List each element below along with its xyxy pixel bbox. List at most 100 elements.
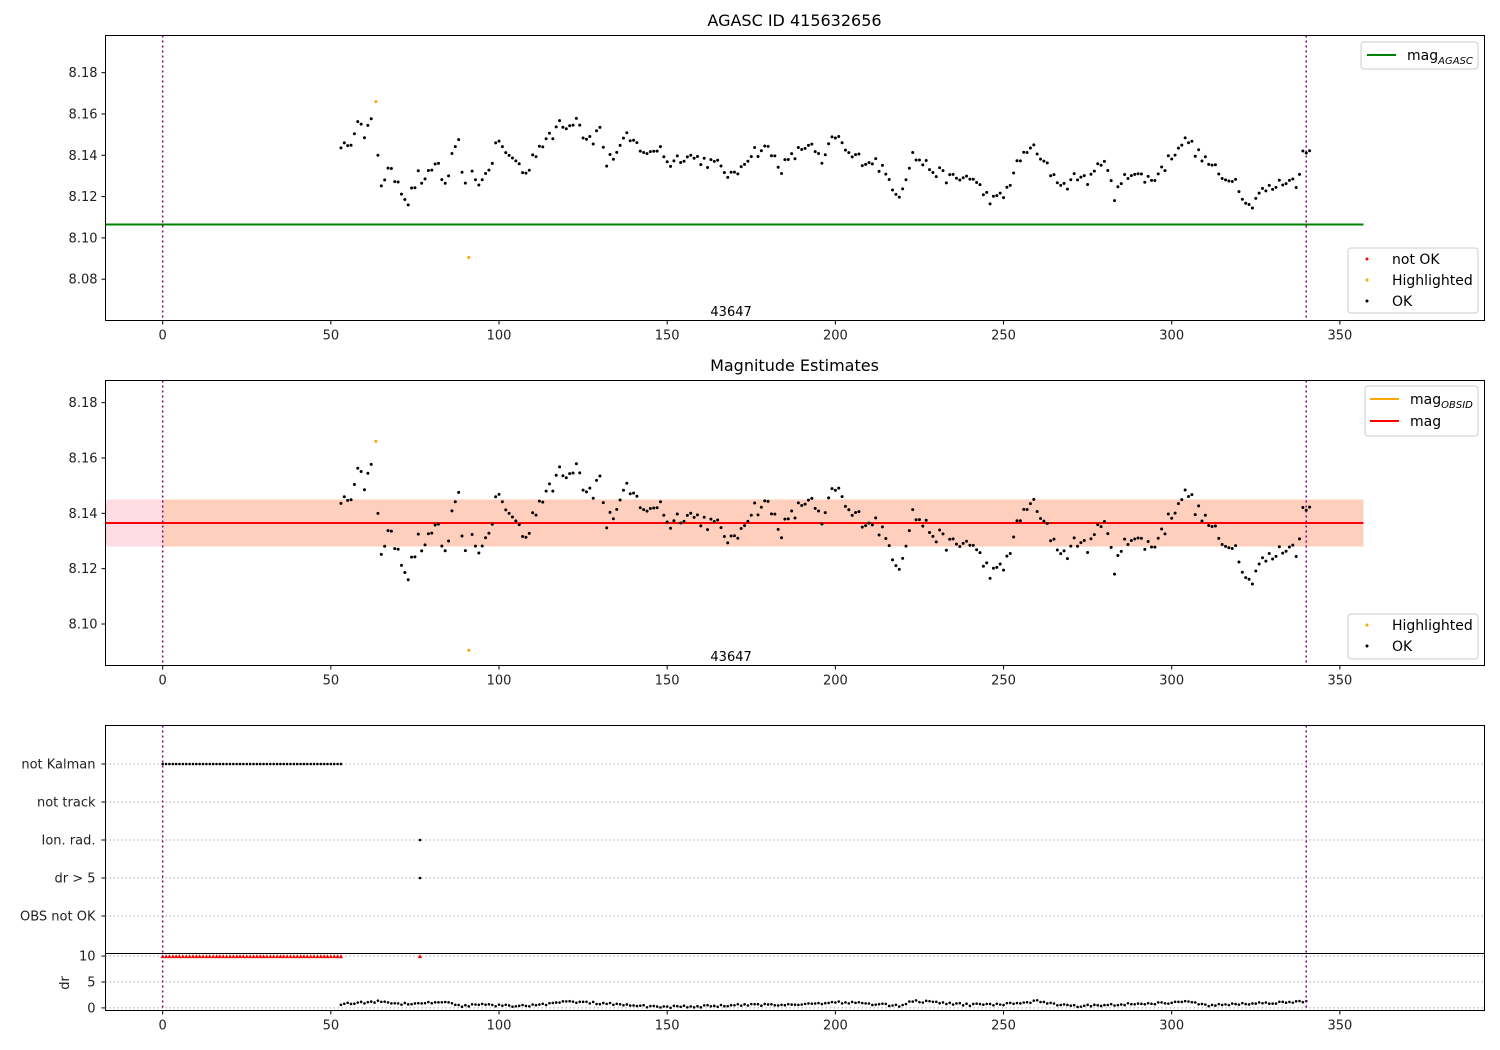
ok-point [877, 169, 881, 173]
ok-point [1261, 556, 1265, 560]
dr-point [1012, 1002, 1015, 1006]
dr-capped-marker [315, 954, 320, 959]
dr-point [356, 1001, 360, 1004]
dr-point [988, 1002, 992, 1006]
ok-point [1052, 173, 1056, 177]
dr-point [376, 999, 380, 1002]
dr-point [638, 1004, 642, 1007]
ok-point [1035, 152, 1039, 156]
ok-point [339, 501, 343, 505]
ok-point [386, 529, 390, 533]
dr-point [696, 1004, 699, 1008]
dr-point [823, 1001, 827, 1005]
ok-point [1126, 177, 1130, 181]
dr-point [1294, 1000, 1298, 1003]
dr-point [1109, 1002, 1113, 1006]
x-tick-label: 50 [323, 674, 340, 689]
dr-capped-marker [217, 954, 222, 959]
highlighted-point [467, 648, 471, 652]
dr-point [470, 1002, 474, 1006]
dr-point [790, 1003, 793, 1006]
ok-point [1116, 185, 1120, 189]
ok-point [625, 481, 629, 485]
dr-point [1207, 1004, 1210, 1008]
dr-point [800, 1003, 804, 1006]
ok-point [1217, 172, 1221, 176]
dr-point [403, 1001, 407, 1005]
category-label: not track [37, 796, 96, 811]
ok-point [1119, 549, 1123, 553]
ok-point [537, 499, 541, 503]
ok-point [1284, 549, 1288, 553]
ok-point [1150, 178, 1154, 182]
dr-point [564, 1000, 568, 1003]
dr-point [652, 1004, 656, 1008]
ok-point [975, 548, 979, 552]
dr-point [1230, 1002, 1234, 1005]
dr-point [776, 1004, 780, 1007]
ok-point [968, 543, 972, 547]
ok-point [951, 537, 955, 541]
ok-point [1176, 502, 1180, 506]
dr-tick-label: 10 [79, 950, 96, 965]
dr-point [786, 1002, 790, 1006]
flag-point [205, 762, 208, 766]
ok-point [843, 148, 847, 152]
ok-point [376, 511, 380, 515]
x-tick-label: 300 [1159, 674, 1184, 689]
ok-point [527, 168, 531, 172]
dr-point [1271, 1002, 1274, 1005]
ok-point [1271, 187, 1275, 191]
ok-point [1294, 555, 1298, 559]
ok-point [773, 512, 777, 516]
ok-point [954, 176, 958, 180]
dr-point [373, 1001, 376, 1004]
ok-point [1207, 523, 1211, 527]
dr-point [1133, 1002, 1137, 1006]
dr-point [380, 1000, 383, 1004]
dr-point [1200, 1002, 1204, 1006]
dr-point [968, 1004, 972, 1008]
dr-capped-marker [318, 954, 323, 959]
ok-point [975, 180, 979, 184]
ok-point [457, 138, 461, 142]
ok-point [1143, 547, 1147, 551]
ok-point [598, 125, 602, 129]
dr-point [881, 1002, 884, 1005]
ok-point [1113, 572, 1117, 576]
ok-point [1247, 577, 1251, 581]
ok-point [1237, 190, 1241, 194]
ok-point [1099, 163, 1103, 167]
ok-point [1079, 541, 1083, 545]
ok-point [790, 152, 794, 156]
ok-point [1163, 532, 1167, 536]
ok-point [514, 519, 518, 523]
dr-point [490, 1003, 494, 1007]
ok-point [1170, 516, 1174, 520]
ok-point [776, 527, 780, 531]
ok-point [1287, 545, 1291, 549]
dr-point [450, 1001, 454, 1005]
ok-point [965, 539, 969, 543]
dr-point [1244, 1002, 1247, 1006]
dr-point [1103, 1003, 1106, 1007]
ok-point [783, 158, 787, 162]
flag-point [242, 762, 245, 766]
ok-point [675, 512, 679, 516]
ok-point [1059, 552, 1063, 556]
ok-point [346, 498, 350, 502]
dr-point [817, 1001, 820, 1005]
highlighted-point [374, 439, 378, 443]
x-tick-label: 100 [487, 1019, 512, 1034]
dr-point [359, 1000, 363, 1004]
ok-point [356, 120, 360, 124]
dr-point [400, 1003, 403, 1006]
ok-point [736, 536, 740, 540]
flag-point [418, 876, 422, 880]
dr-point [457, 1003, 460, 1007]
ok-point [766, 144, 770, 148]
ok-point [921, 163, 925, 167]
ok-point [517, 523, 521, 527]
ok-point [746, 159, 750, 163]
panel-agasc-x-ticks: 0 50 100 150 200 250 300 350 [159, 320, 1352, 344]
